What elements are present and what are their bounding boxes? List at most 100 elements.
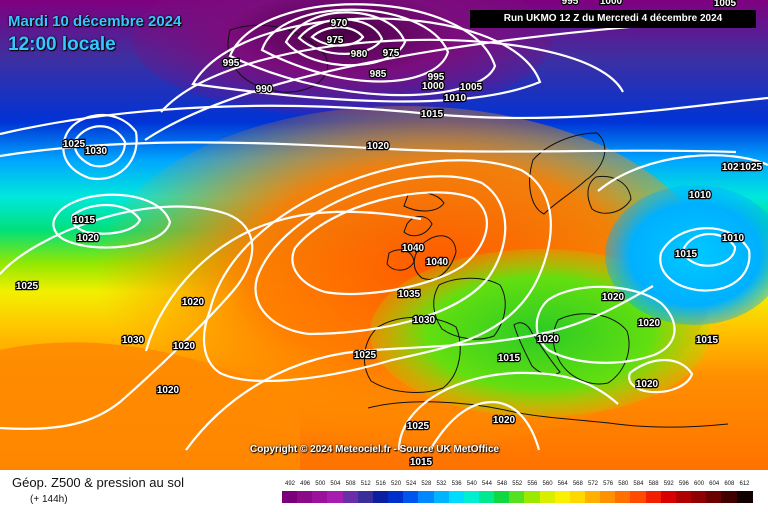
isobar-label: 1015 — [73, 215, 96, 226]
isobar-label: 1025 — [63, 139, 86, 150]
isobar-970 — [310, 26, 365, 47]
scale-value: 540 — [466, 481, 477, 487]
iberia-coast — [363, 316, 461, 393]
isobar-label: 995 — [223, 58, 240, 69]
isobar-1040-high — [291, 191, 489, 296]
isobar-label: 1015 — [410, 457, 433, 468]
scale-color-cell — [706, 491, 723, 503]
isobar-label: 990 — [256, 84, 273, 95]
isobar-1010-east — [682, 232, 737, 267]
scale-color-cell — [509, 491, 526, 503]
scale-color-cell — [554, 491, 571, 503]
map-date: Mardi 10 décembre 2024 — [8, 13, 182, 30]
scale-color-cell — [494, 491, 511, 503]
isobar-label: 1035 — [398, 289, 421, 300]
scale-value: 612 — [739, 481, 750, 487]
isobar-label: 995 — [428, 72, 445, 83]
scale-color-cell — [327, 491, 344, 503]
z500-color-scale: 492 496 500 504 508 512 516 520 524 528 532 536 540 5… — [282, 472, 753, 503]
france-coast — [433, 277, 506, 340]
isobar-label: 1040 — [426, 257, 449, 268]
scale-color-cell — [721, 491, 738, 503]
isobar-label: 1025 — [722, 162, 745, 173]
isobar-label: 1020 — [77, 233, 100, 244]
isobar-980 — [284, 11, 407, 67]
isobar-label: 1010 — [722, 233, 745, 244]
isobar-label: 1025 — [740, 162, 763, 173]
scale-value: 608 — [724, 481, 735, 487]
scale-color-cell — [282, 491, 298, 503]
isobar-990 — [260, 8, 450, 83]
isobar-label: 1005 — [714, 0, 737, 9]
scale-value: 544 — [481, 481, 492, 487]
scale-value: 556 — [527, 481, 538, 487]
isobar-label: 1010 — [689, 190, 712, 201]
pressure-labels: 1025103010151020102510201030102010209959… — [15, 0, 764, 469]
isobar-label: 980 — [351, 49, 368, 60]
scale-color-cell — [675, 491, 692, 503]
isobar-label: 1000 — [600, 0, 623, 7]
isobar-label: 975 — [383, 48, 400, 59]
scale-color-cell — [691, 491, 708, 503]
forecast-offset: (+ 144h) — [30, 494, 68, 505]
scale-color-cell — [342, 491, 359, 503]
isobar-label: 975 — [327, 35, 344, 46]
scale-value: 504 — [330, 481, 341, 487]
scale-value: 580 — [618, 481, 629, 487]
isobar-label: 1025 — [354, 350, 377, 361]
isobar-label: 1030 — [122, 335, 145, 346]
isobar-1015-north — [0, 96, 768, 136]
scale-color-cell — [478, 491, 495, 503]
scale-color-cell — [630, 491, 647, 503]
run-info: Run UKMO 12 Z du Mercredi 4 décembre 202… — [470, 10, 756, 28]
isobar-label: 1010 — [444, 93, 467, 104]
scale-color-cell — [660, 491, 677, 503]
scale-value: 584 — [633, 481, 644, 487]
scale-color-cell — [463, 491, 480, 503]
scale-value: 508 — [345, 481, 356, 487]
isobar-label: 1015 — [696, 335, 719, 346]
scale-value: 496 — [300, 481, 311, 487]
isobar-label: 1020 — [493, 415, 516, 426]
scale-color-cell — [615, 491, 632, 503]
isobar-label: 1020 — [173, 341, 196, 352]
isobar-label: 1040 — [402, 243, 425, 254]
north-africa-coast — [367, 401, 729, 428]
isobar-1020-mediterranean — [628, 359, 694, 394]
legend-title: Géop. Z500 & pression au sol — [12, 475, 184, 490]
isobar-label: 1025 — [16, 281, 39, 292]
isobar-1015-east — [659, 227, 751, 292]
scale-value: 600 — [694, 481, 705, 487]
scale-value: 592 — [663, 481, 674, 487]
isobar-1020-south — [429, 400, 541, 451]
scale-value: 576 — [603, 481, 614, 487]
scale-value: 492 — [284, 481, 295, 487]
isobar-1030-high — [203, 159, 552, 383]
scale-color-cell — [372, 491, 389, 503]
scale-color-cell — [403, 491, 420, 503]
isobar-1005 — [160, 38, 624, 113]
scale-color-cell — [645, 491, 662, 503]
scale-value: 564 — [557, 481, 568, 487]
scale-color-cell — [524, 491, 541, 503]
balkans-coast — [552, 313, 630, 385]
norway-coast — [529, 132, 606, 215]
scale-color-cell — [433, 491, 450, 503]
scale-value: 560 — [542, 481, 553, 487]
isobar-label: 1020 — [638, 318, 661, 329]
isobar-1020-north — [0, 141, 737, 158]
scale-value: 532 — [436, 481, 447, 487]
scale-color-cell — [736, 491, 753, 503]
scale-value: 588 — [648, 481, 659, 487]
isobar-label: 1015 — [498, 353, 521, 364]
isobar-1025-south — [185, 285, 654, 451]
scale-value: 500 — [315, 481, 326, 487]
isobar-label: 1030 — [85, 146, 108, 157]
scale-value: 552 — [512, 481, 523, 487]
scale-color-cell — [539, 491, 556, 503]
greenland-coast — [227, 24, 328, 93]
map-time: 12:00 locale — [8, 34, 116, 55]
isobar-1030-greenland — [73, 125, 127, 168]
isobar-label: 1020 — [182, 297, 205, 308]
low-pressure-fill — [132, 0, 552, 116]
